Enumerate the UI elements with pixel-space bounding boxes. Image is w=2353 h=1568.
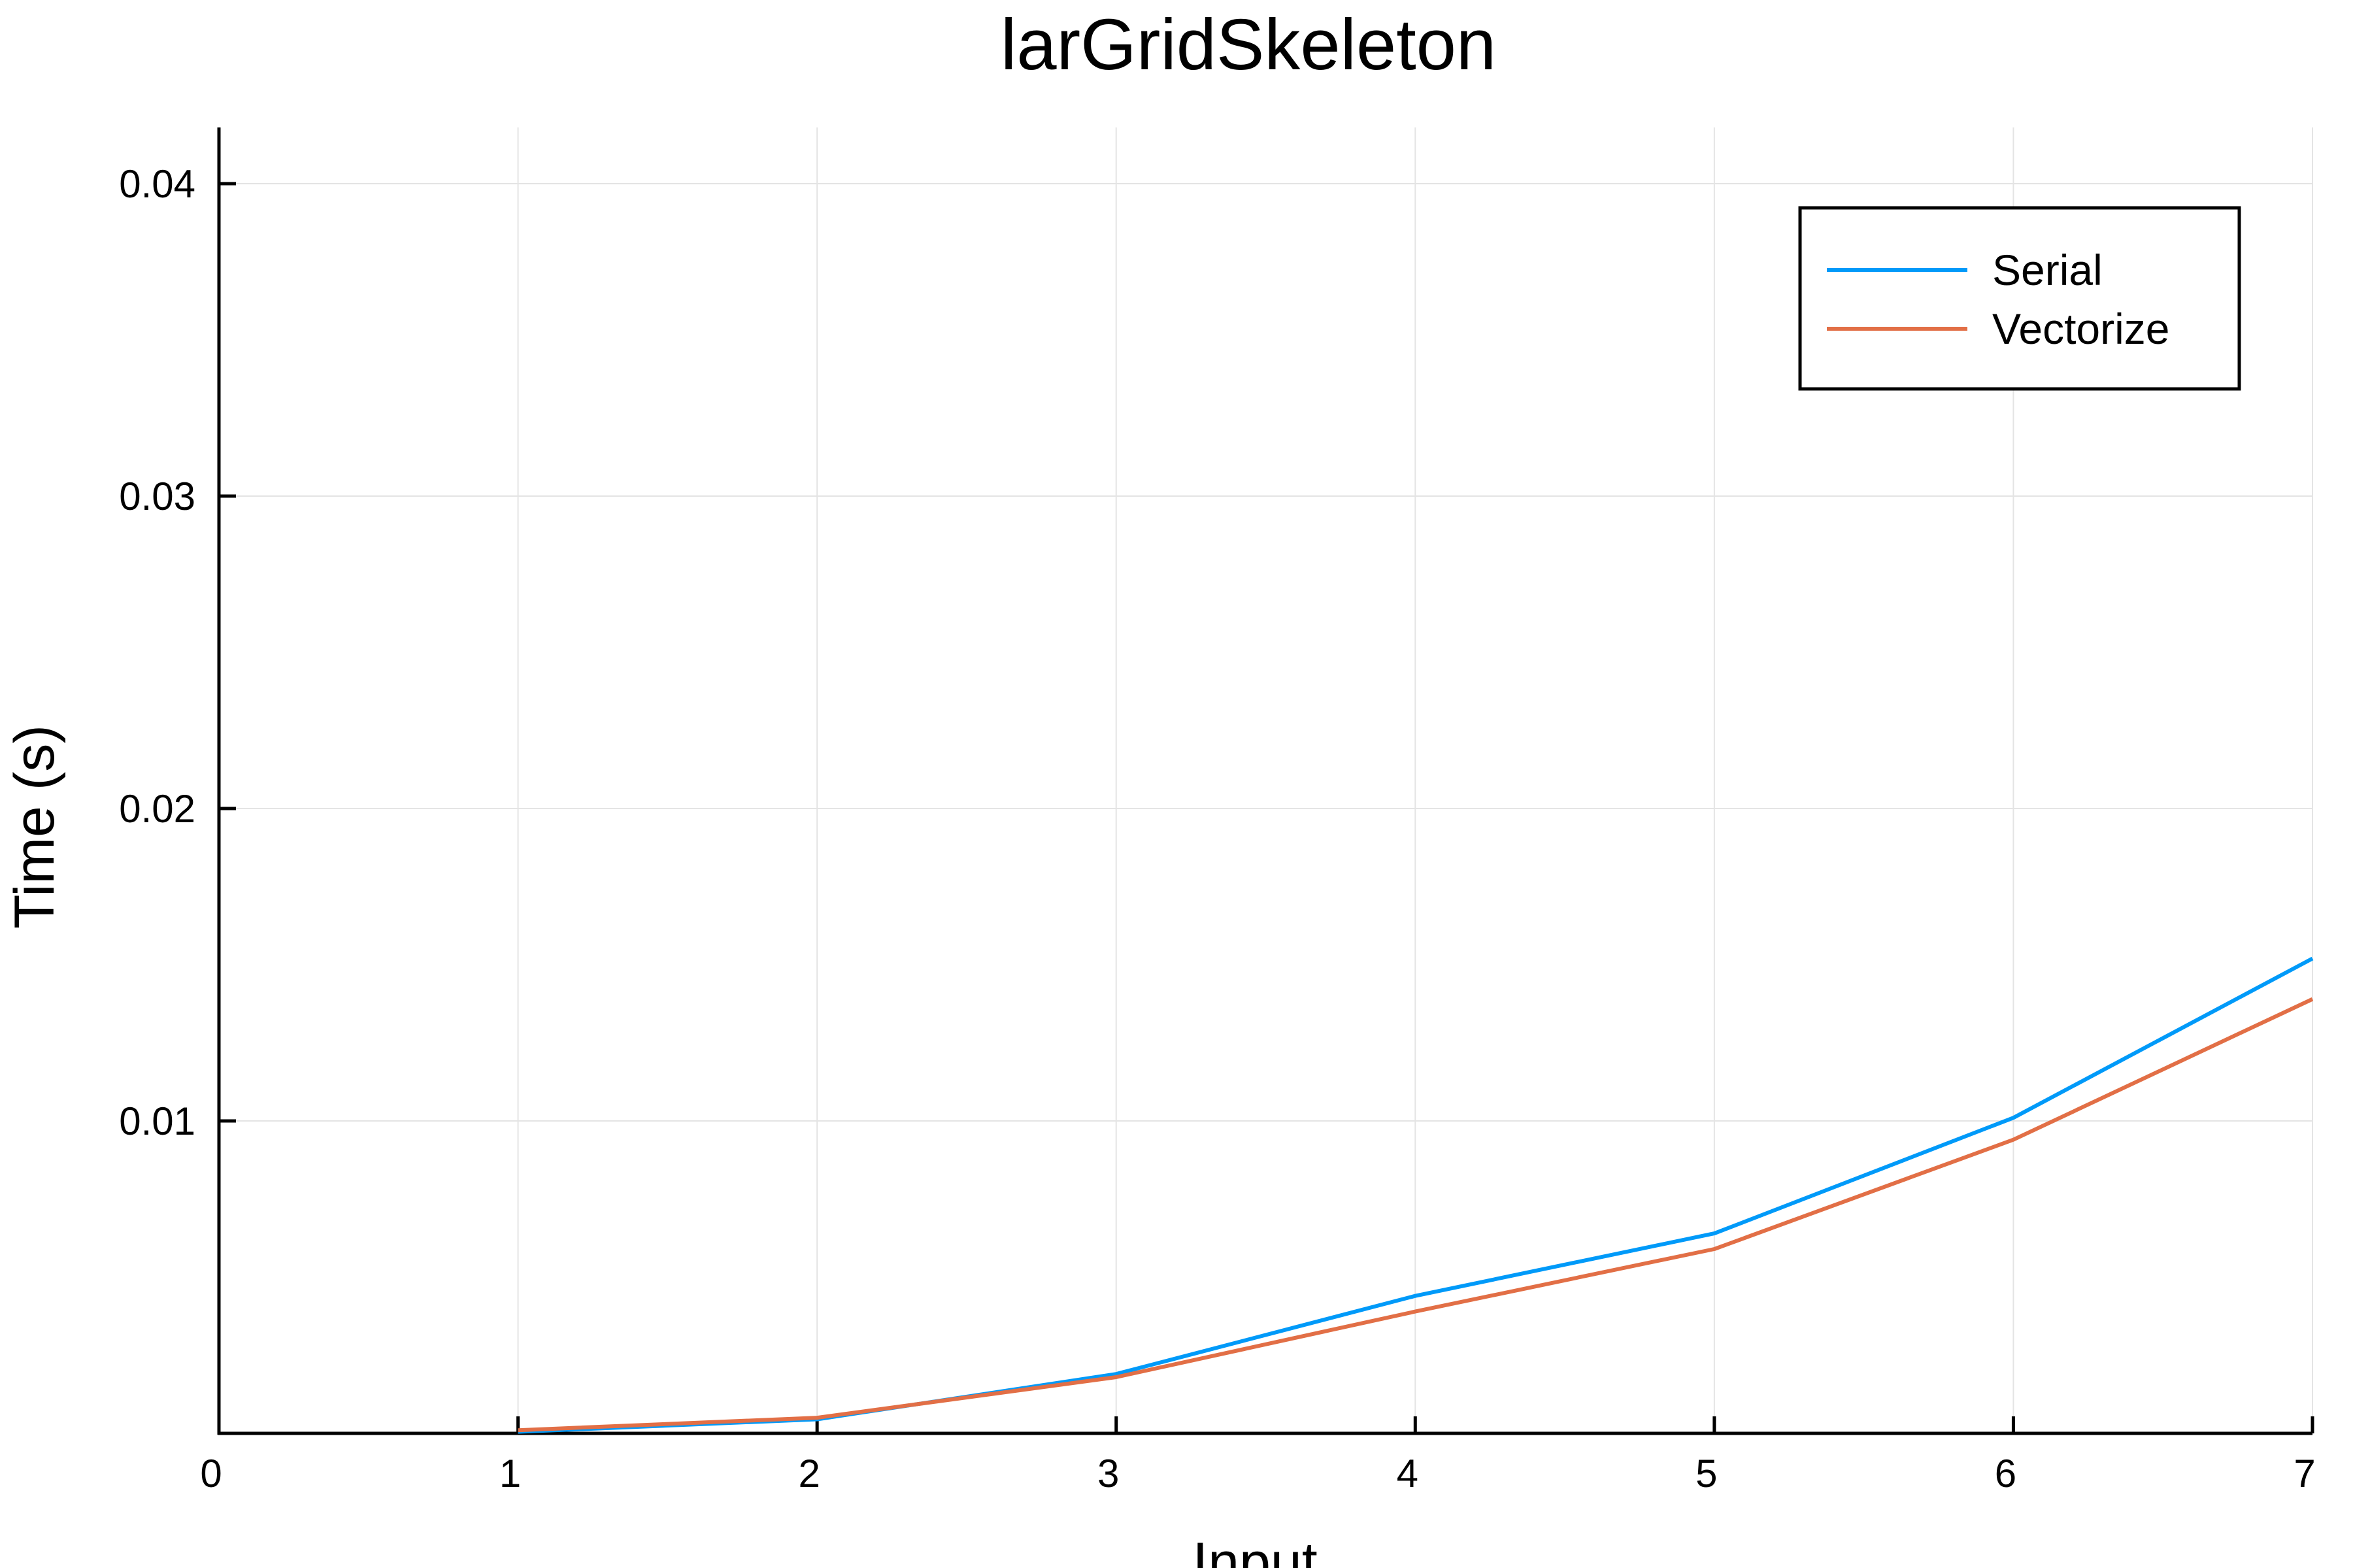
legend-label-serial: Serial	[1992, 246, 2103, 294]
y-tick-label: 0.02	[119, 787, 195, 831]
axes	[217, 127, 2312, 1435]
y-tick-label: 0.03	[119, 475, 195, 518]
legend-label-vectorize: Vectorize	[1992, 305, 2169, 353]
y-tick-label: 0.01	[119, 1099, 195, 1143]
legend-box	[1798, 206, 2241, 391]
legend: Serial Vectorize	[1798, 206, 2241, 391]
x-axis-label: Input	[1192, 1531, 1317, 1568]
x-tick-label: 5	[1695, 1452, 1717, 1495]
x-tick-label: 1	[499, 1452, 521, 1495]
x-tick-label: 0	[200, 1452, 222, 1495]
y-axis-label: Time (s)	[3, 725, 66, 929]
x-tick-label: 3	[1097, 1452, 1119, 1495]
x-tick-label: 2	[798, 1452, 820, 1495]
series-line-vectorize	[518, 997, 2314, 1433]
x-tick-label: 6	[1995, 1452, 2016, 1495]
x-tick-label: 7	[2294, 1452, 2315, 1495]
grid-lines	[219, 127, 2313, 1433]
ticks: 0 1 2 3 4 5 6 7 0.01 0.02 0.03 0.04	[119, 162, 2315, 1495]
chart-title: larGridSkeleton	[1001, 5, 1496, 85]
y-tick-label: 0.04	[119, 162, 195, 206]
x-tick-label: 4	[1397, 1452, 1418, 1495]
series-lines	[518, 956, 2314, 1434]
